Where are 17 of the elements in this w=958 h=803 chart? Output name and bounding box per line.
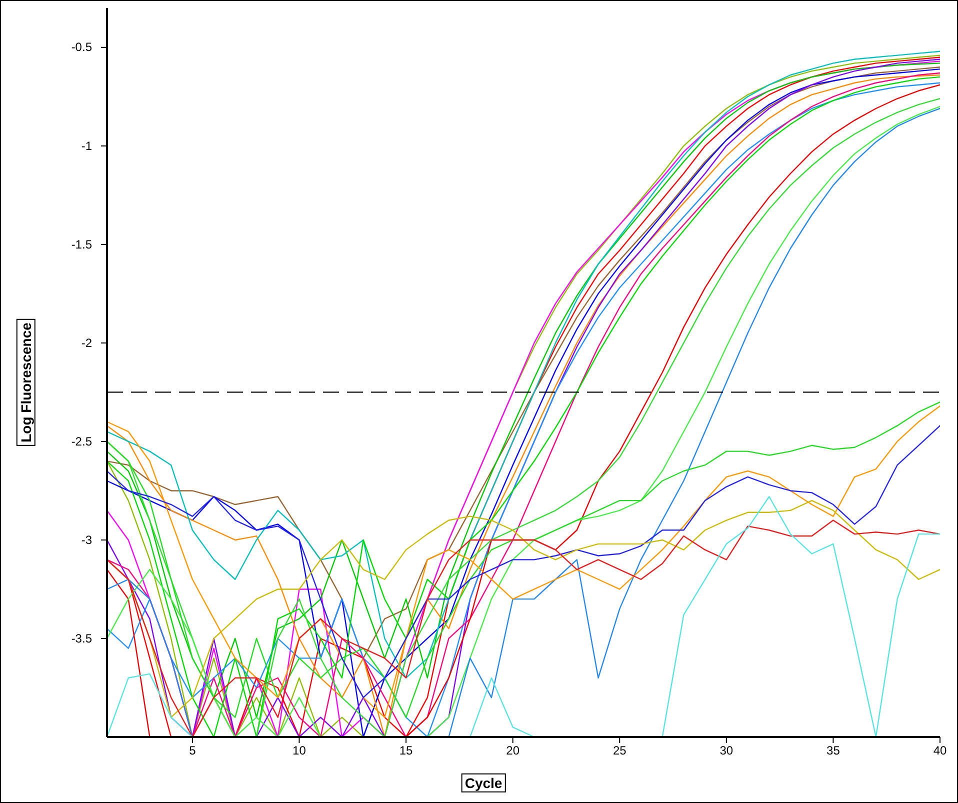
y-tick-label: -2 [81,336,92,350]
y-tick-label: -3 [81,532,92,547]
x-tick-label: 25 [612,744,627,758]
x-tick-label: 30 [720,744,734,758]
y-axis-title: Log Fluorescence [18,322,34,442]
y-tick-label: -0.5 [71,40,92,54]
x-tick-label: 10 [292,744,306,758]
x-tick-label: 20 [506,744,520,758]
y-tick-label: -1.5 [71,237,92,252]
y-tick-label: -2.5 [71,434,92,448]
x-tick-label: 35 [826,744,840,758]
x-tick-label: 40 [933,744,947,758]
x-tick-label: 15 [399,744,414,758]
x-tick-label: 5 [189,744,196,758]
y-tick-label: -3.5 [71,631,92,646]
x-axis-title: Cycle [464,774,502,791]
y-tick-label: -1 [81,138,92,153]
